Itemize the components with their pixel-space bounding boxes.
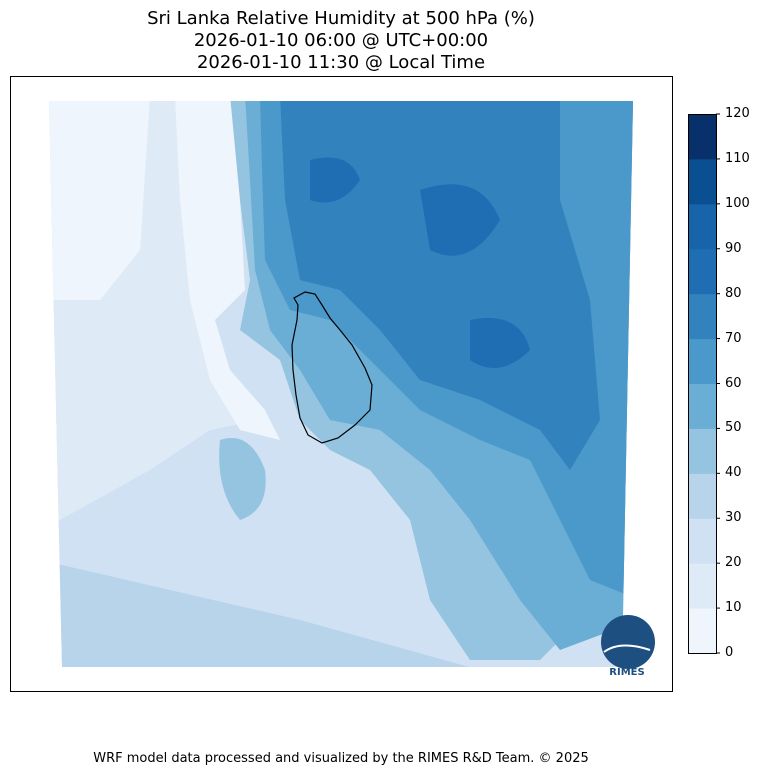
colorbar-bin — [688, 428, 716, 474]
colorbar-bin — [688, 518, 716, 564]
colorbar-bin — [688, 608, 716, 654]
contour-30-40-south — [49, 560, 480, 667]
colorbar-tick-label: 40 — [725, 465, 742, 481]
chart-title-line2: 2026-01-10 06:00 @ UTC+00:00 — [193, 30, 489, 51]
chart-title-line3: 2026-01-10 11:30 @ Local Time — [196, 52, 486, 73]
chart-title-line1: Sri Lanka Relative Humidity at 500 hPa (… — [147, 8, 535, 29]
colorbar-bin — [688, 203, 716, 250]
colorbar — [688, 113, 720, 654]
colorbar-bin — [688, 158, 716, 205]
logo-circle — [601, 615, 655, 669]
colorbar-tick-label: 120 — [725, 106, 750, 121]
logo-wave — [603, 644, 651, 653]
colorbar-bin — [688, 473, 716, 519]
footer-credit: WRF model data processed and visualized … — [93, 751, 589, 766]
contour-0-10-band — [175, 101, 280, 440]
sri-lanka-coastline — [291, 291, 373, 444]
colorbar-bin — [688, 114, 716, 160]
contour-80-90-b — [420, 184, 500, 256]
colorbar-bin — [688, 563, 716, 609]
colorbar-tick-label: 100 — [725, 195, 750, 211]
contour-80-90-a — [310, 157, 360, 203]
colorbar-tick-label: 50 — [725, 420, 742, 436]
colorbar-bin — [688, 383, 716, 429]
colorbar-bin — [688, 338, 716, 384]
colorbar-tick-label: 60 — [725, 375, 742, 391]
contour-fill — [49, 101, 633, 667]
colorbar-tick-label: 110 — [725, 150, 750, 166]
contour-0-10-west — [49, 101, 150, 300]
colorbar-tick-label: 70 — [725, 330, 742, 346]
colorbar-tick-label: 80 — [725, 285, 742, 301]
contour-80-90-c — [470, 318, 530, 368]
colorbar-tick-label: 10 — [725, 600, 742, 616]
colorbar-bin — [688, 248, 716, 295]
contour-40-50-sw — [219, 438, 266, 520]
colorbar-tick-label: 30 — [725, 510, 742, 526]
colorbar-tick-label: 0 — [725, 645, 734, 660]
contour-70-80 — [280, 101, 600, 470]
rimes-logo: RIMES — [601, 615, 655, 678]
colorbar-bin — [688, 293, 716, 340]
logo-text: RIMES — [609, 667, 644, 678]
colorbar-tick-label: 90 — [725, 240, 742, 256]
colorbar-tick-label: 20 — [725, 555, 742, 571]
